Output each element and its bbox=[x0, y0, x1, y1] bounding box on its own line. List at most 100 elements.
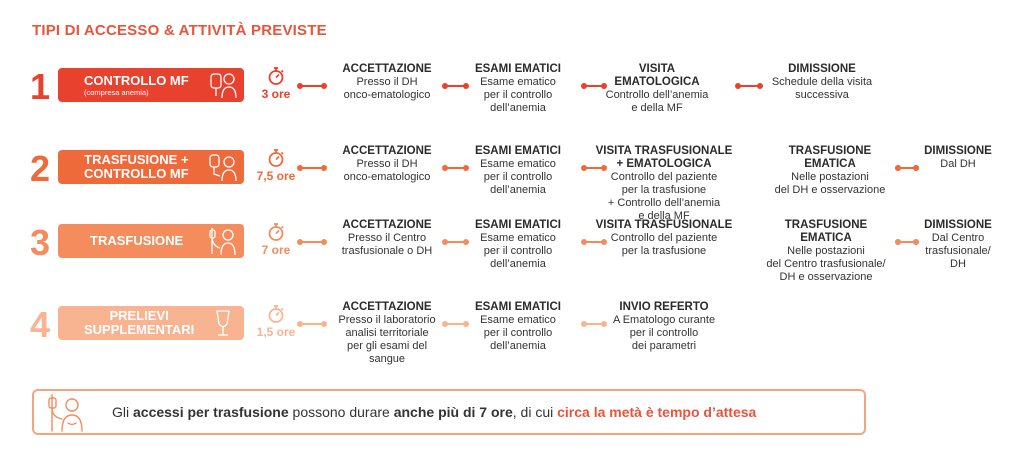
step-2: ESAMI EMATICI Esame ematico per il contro… bbox=[464, 301, 572, 353]
flow-connector bbox=[297, 239, 327, 245]
step-title: INVIO REFERTO bbox=[619, 301, 709, 313]
flow-connector bbox=[442, 239, 469, 245]
step-title: ACCETTAZIONE bbox=[342, 301, 432, 313]
duration: 3 ore bbox=[254, 66, 298, 101]
flow-connector bbox=[581, 321, 607, 327]
duration-label: 7 ore bbox=[261, 243, 291, 257]
stopwatch-icon bbox=[268, 305, 284, 323]
step-description: Presso il laboratorio analisi territoria… bbox=[338, 314, 436, 365]
banner-text: Gli accessi per trasfusione possono dura… bbox=[112, 404, 757, 420]
flow-connector bbox=[735, 83, 763, 89]
access-type-title: PRELIEVI SUPPLEMENTARI bbox=[84, 308, 195, 337]
info-banner: Gli accessi per trasfusione possono dura… bbox=[32, 389, 866, 435]
flow-connector bbox=[297, 321, 327, 327]
step-description: Controllo del paziente per la trasfusion… bbox=[607, 171, 721, 222]
step-description: Presso il Centro trasfusionale o DH bbox=[341, 232, 433, 257]
row-number: 4 bbox=[29, 304, 51, 345]
step-description: Dal Centro trasfusionale/ DH bbox=[925, 232, 991, 270]
step-3: VISITA EMATOLOGICA Controllo dell’anemia … bbox=[582, 63, 732, 115]
step-title: VISITA EMATOLOGICA bbox=[614, 63, 700, 88]
step-title: ESAMI EMATICI bbox=[474, 301, 562, 313]
duration: 1,5 ore bbox=[254, 304, 298, 339]
duration-label: 3 ore bbox=[261, 87, 291, 101]
flow-connector bbox=[895, 239, 919, 245]
step-4: DIMISSIONE Schedule della visita successi… bbox=[752, 63, 892, 102]
step-1: ACCETTAZIONE Presso il DH onco-ematologic… bbox=[332, 145, 442, 184]
step-5: DIMISSIONE Dal Centro trasfusionale/ DH bbox=[918, 219, 998, 271]
test-tube-icon bbox=[216, 310, 230, 336]
access-type-title: TRASFUSIONE + CONTROLLO MF bbox=[84, 152, 189, 181]
stopwatch-icon bbox=[268, 67, 284, 85]
access-type-title: CONTROLLO MF bbox=[84, 72, 189, 88]
flow-connector bbox=[581, 165, 607, 171]
step-title: DIMISSIONE bbox=[788, 63, 856, 75]
step-title: ESAMI EMATICI bbox=[474, 63, 562, 75]
flow-connector bbox=[581, 83, 607, 89]
step-title: VISITA TRASFUSIONALE bbox=[595, 219, 733, 231]
step-3: INVIO REFERTO A Ematologo curante per il … bbox=[589, 301, 739, 353]
step-3: VISITA TRASFUSIONALE Controllo del pazien… bbox=[589, 219, 739, 258]
flow-connector bbox=[297, 165, 327, 171]
step-title: TRASFUSIONE EMATICA bbox=[784, 219, 868, 244]
duration: 7,5 ore bbox=[254, 148, 298, 183]
step-description: Esame ematico per il controllo dell’anem… bbox=[480, 158, 556, 196]
step-2: ESAMI EMATICI Esame ematico per il contro… bbox=[464, 63, 572, 115]
step-title: DIMISSIONE bbox=[924, 145, 992, 157]
row-number: 3 bbox=[29, 222, 51, 263]
step-title: VISITA TRASFUSIONALE + EMATOLOGICA bbox=[595, 145, 733, 170]
access-row-2: 2 TRASFUSIONE + CONTROLLO MF 7,5 ore ACCETT… bbox=[0, 140, 1024, 222]
row-number: 2 bbox=[29, 148, 51, 189]
step-description: Nelle postazioni del DH e osservazione bbox=[774, 171, 886, 196]
transfusion-person-icon bbox=[209, 154, 237, 182]
duration-label: 1,5 ore bbox=[256, 325, 296, 339]
step-title: TRASFUSIONE EMATICA bbox=[788, 145, 872, 170]
step-2: ESAMI EMATICI Esame ematico per il contro… bbox=[464, 145, 572, 197]
flow-connector bbox=[581, 239, 607, 245]
row-number: 1 bbox=[29, 66, 51, 107]
flow-connector bbox=[895, 165, 919, 171]
step-title: ESAMI EMATICI bbox=[474, 219, 562, 231]
step-description: Controllo dell’anemia e della MF bbox=[605, 89, 709, 114]
access-type-label: PRELIEVI SUPPLEMENTARI bbox=[58, 306, 244, 340]
step-description: Nelle postazioni del Centro trasfusional… bbox=[766, 245, 886, 283]
step-1: ACCETTAZIONE Presso il Centro trasfusiona… bbox=[332, 219, 442, 258]
stopwatch-icon bbox=[268, 223, 284, 241]
flow-connector bbox=[442, 321, 469, 327]
access-type-label: TRASFUSIONE + CONTROLLO MF bbox=[58, 150, 244, 184]
flow-connector bbox=[442, 165, 469, 171]
blood-bag-person-icon bbox=[210, 73, 237, 99]
page-title: TIPI DI ACCESSO & ATTIVITÀ PREVISTE bbox=[32, 22, 327, 39]
stopwatch-icon bbox=[268, 149, 284, 167]
access-type-label: CONTROLLO MF (compresa anemia) bbox=[58, 68, 244, 102]
step-4: TRASFUSIONE EMATICA Nelle postazioni del … bbox=[760, 145, 900, 197]
step-title: DIMISSIONE bbox=[924, 219, 992, 231]
step-title: ESAMI EMATICI bbox=[474, 145, 562, 157]
step-description: Schedule della visita successiva bbox=[771, 76, 873, 101]
step-title: ACCETTAZIONE bbox=[342, 145, 432, 157]
iv-drip-person-icon bbox=[48, 394, 83, 432]
step-description: Dal DH bbox=[940, 158, 976, 170]
step-description: Presso il DH onco-ematologico bbox=[343, 158, 431, 183]
access-type-sublabel: (compresa anemia) bbox=[84, 87, 149, 97]
step-description: Esame ematico per il controllo dell’anem… bbox=[480, 314, 556, 352]
access-row-4: 4 PRELIEVI SUPPLEMENTARI 1,5 ore ACCETTAZIO… bbox=[0, 296, 1024, 366]
step-2: ESAMI EMATICI Esame ematico per il contro… bbox=[464, 219, 572, 271]
access-type-title: TRASFUSIONE bbox=[90, 233, 184, 248]
step-title: ACCETTAZIONE bbox=[342, 63, 432, 75]
flow-connector bbox=[297, 83, 327, 89]
access-row-1: 1 CONTROLLO MF (compresa anemia) 3 ore ACCET… bbox=[0, 58, 1024, 128]
step-description: Esame ematico per il controllo dell’anem… bbox=[480, 76, 556, 114]
duration: 7 ore bbox=[254, 222, 298, 257]
step-5: DIMISSIONE Dal DH bbox=[918, 145, 998, 171]
step-4: TRASFUSIONE EMATICA Nelle postazioni del … bbox=[756, 219, 896, 284]
step-1: ACCETTAZIONE Presso il DH onco-ematologic… bbox=[332, 63, 442, 102]
step-3: VISITA TRASFUSIONALE + EMATOLOGICA Contro… bbox=[589, 145, 739, 223]
access-type-label: TRASFUSIONE bbox=[58, 224, 244, 258]
flow-connector bbox=[442, 83, 469, 89]
step-1: ACCETTAZIONE Presso il laboratorio analis… bbox=[332, 301, 442, 366]
step-description: A Ematologo curante per il controllo dei… bbox=[612, 314, 716, 352]
step-description: Controllo del paziente per la trasfusion… bbox=[610, 232, 718, 257]
iv-drip-person-icon bbox=[209, 228, 236, 256]
access-row-3: 3 TRASFUSIONE 7 ore ACCETTAZIONE Presso il C… bbox=[0, 214, 1024, 284]
step-description: Esame ematico per il controllo dell’anem… bbox=[480, 232, 556, 270]
